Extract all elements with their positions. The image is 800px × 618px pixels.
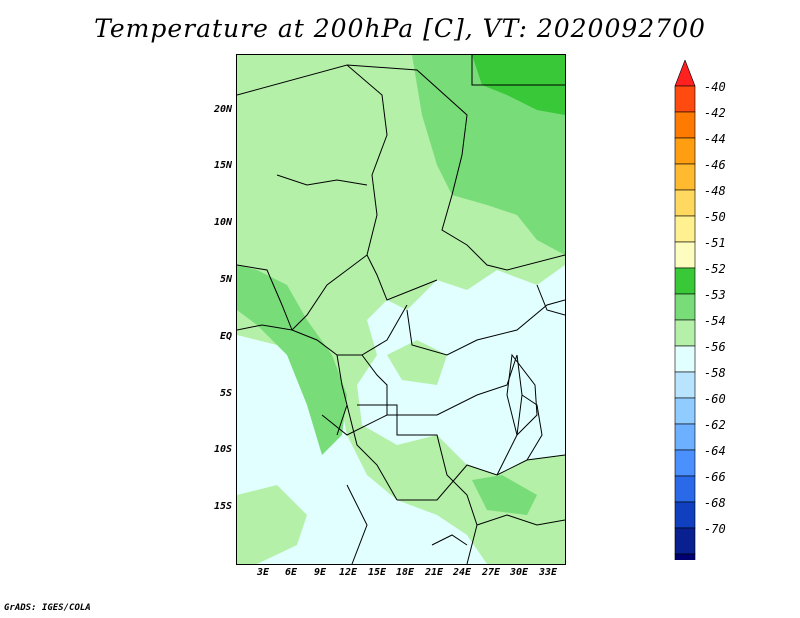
map-panel bbox=[236, 54, 566, 565]
colorbar-swatch bbox=[674, 475, 696, 503]
colorbar-swatch bbox=[674, 553, 696, 560]
colorbar-label: -53 bbox=[704, 288, 726, 302]
colorbar-label: -42 bbox=[704, 106, 726, 120]
colorbar-label: -58 bbox=[704, 366, 726, 380]
colorbar-label: -50 bbox=[704, 210, 726, 224]
colorbar-swatch bbox=[674, 397, 696, 425]
colorbar-label: -44 bbox=[704, 132, 726, 146]
temperature-band-light-green-2 bbox=[237, 485, 307, 564]
colorbar-label: -54 bbox=[704, 314, 726, 328]
colorbar-swatch bbox=[674, 423, 696, 451]
x-tick-label: 15E bbox=[367, 567, 387, 578]
colorbar-label: -40 bbox=[704, 80, 726, 94]
colorbar-swatch bbox=[674, 501, 696, 529]
colorbar-label: -70 bbox=[704, 522, 726, 536]
temperature-band-light-green-3 bbox=[387, 340, 447, 385]
y-tick-label: 15S bbox=[213, 501, 232, 512]
temperature-band-mid-green-3 bbox=[472, 475, 537, 515]
x-tick-label: 30E bbox=[509, 567, 529, 578]
chart-title: Temperature at 200hPa [C], VT: 202009270… bbox=[94, 14, 706, 43]
colorbar bbox=[674, 60, 696, 560]
colorbar-swatch bbox=[674, 527, 696, 555]
colorbar-label: -48 bbox=[704, 184, 726, 198]
temperature-band-mid-green bbox=[412, 55, 565, 255]
credit-text: GrADS: IGES/COLA bbox=[4, 603, 91, 613]
colorbar-label: -66 bbox=[704, 470, 726, 484]
y-tick-label: EQ bbox=[219, 331, 232, 342]
colorbar-cap-top bbox=[674, 60, 696, 87]
colorbar-label: -56 bbox=[704, 340, 726, 354]
y-tick-label: 5N bbox=[219, 274, 232, 285]
colorbar-swatch bbox=[674, 293, 696, 321]
y-tick-label: 10S bbox=[213, 444, 232, 455]
x-tick-label: 18E bbox=[395, 567, 415, 578]
colorbar-label: -60 bbox=[704, 392, 726, 406]
x-tick-label: 24E bbox=[452, 567, 472, 578]
colorbar-swatch bbox=[674, 267, 696, 295]
x-tick-label: 6E bbox=[284, 567, 298, 578]
colorbar-swatch bbox=[674, 111, 696, 139]
y-tick-label: 20N bbox=[213, 104, 232, 115]
colorbar-swatch bbox=[674, 163, 696, 191]
y-tick-label: 5S bbox=[219, 388, 232, 399]
x-tick-label: 21E bbox=[424, 567, 444, 578]
x-tick-label: 12E bbox=[338, 567, 358, 578]
colorbar-swatch bbox=[674, 137, 696, 165]
colorbar-swatch bbox=[674, 189, 696, 217]
colorbar-swatch bbox=[674, 319, 696, 347]
y-tick-label: 15N bbox=[213, 160, 232, 171]
x-tick-label: 33E bbox=[538, 567, 558, 578]
x-tick-label: 9E bbox=[313, 567, 327, 578]
colorbar-label: -46 bbox=[704, 158, 726, 172]
colorbar-swatch bbox=[674, 449, 696, 477]
map-canvas bbox=[237, 55, 565, 564]
colorbar-label: -51 bbox=[704, 236, 726, 250]
x-tick-label: 3E bbox=[256, 567, 270, 578]
x-tick-label: 27E bbox=[481, 567, 501, 578]
temperature-band-mid-green-2 bbox=[237, 265, 347, 455]
colorbar-swatch bbox=[674, 345, 696, 373]
colorbar-swatch bbox=[674, 85, 696, 113]
colorbar-label: -68 bbox=[704, 496, 726, 510]
colorbar-label: -52 bbox=[704, 262, 726, 276]
country-borders bbox=[237, 55, 565, 564]
colorbar-label: -64 bbox=[704, 444, 726, 458]
y-tick-label: 10N bbox=[213, 217, 232, 228]
colorbar-swatch bbox=[674, 215, 696, 243]
colorbar-swatch bbox=[674, 371, 696, 399]
colorbar-label: -62 bbox=[704, 418, 726, 432]
colorbar-swatch bbox=[674, 241, 696, 269]
